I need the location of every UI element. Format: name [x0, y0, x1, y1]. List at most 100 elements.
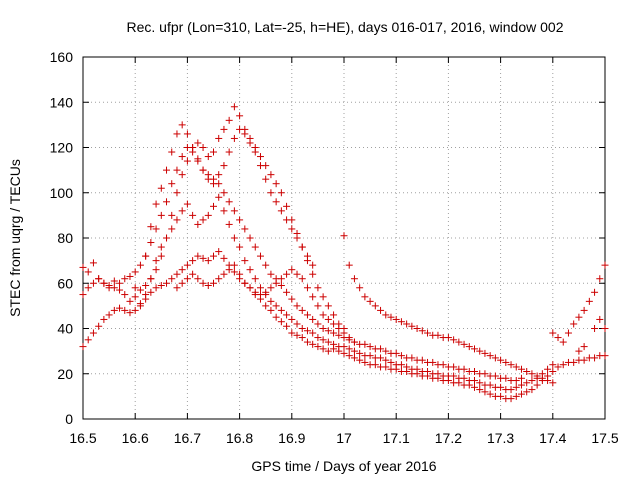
data-point — [491, 354, 499, 362]
data-point — [84, 336, 92, 344]
data-point — [298, 306, 306, 314]
data-point — [147, 223, 155, 231]
data-point — [204, 257, 212, 265]
data-point — [309, 270, 317, 278]
data-point — [580, 356, 588, 364]
data-point — [507, 386, 515, 394]
data-point — [262, 175, 270, 183]
data-point — [330, 320, 338, 328]
data-point — [131, 268, 139, 276]
data-point — [272, 302, 280, 310]
data-point — [366, 352, 374, 360]
data-point — [319, 311, 327, 319]
data-point — [225, 220, 233, 228]
data-point — [288, 225, 296, 233]
data-point — [345, 352, 353, 360]
data-point — [424, 367, 432, 375]
data-point — [335, 331, 343, 339]
data-point — [538, 374, 546, 382]
data-point — [293, 320, 301, 328]
y-tick-label: 0 — [65, 411, 73, 427]
data-point — [502, 374, 510, 382]
data-point — [157, 211, 165, 219]
data-point — [136, 286, 144, 294]
data-point — [230, 268, 238, 276]
x-tick-label: 17.4 — [539, 430, 566, 446]
data-point — [152, 266, 160, 274]
data-point — [100, 315, 108, 323]
data-point — [246, 234, 254, 242]
data-point — [481, 349, 489, 357]
data-point — [236, 216, 244, 224]
data-point — [126, 309, 134, 317]
data-point — [178, 153, 186, 161]
data-point — [189, 211, 197, 219]
data-point — [241, 279, 249, 287]
data-point — [215, 275, 223, 283]
data-point — [89, 329, 97, 337]
data-point — [460, 374, 468, 382]
data-point — [251, 275, 259, 283]
data-point — [147, 275, 155, 283]
data-point — [110, 306, 118, 314]
y-tick-label: 60 — [57, 275, 73, 291]
data-point — [465, 343, 473, 351]
data-point — [507, 361, 515, 369]
data-point — [183, 130, 191, 138]
data-point — [481, 370, 489, 378]
data-point — [366, 297, 374, 305]
data-point — [100, 279, 108, 287]
data-point — [220, 189, 228, 197]
data-point — [251, 148, 259, 156]
data-point — [345, 334, 353, 342]
x-tick-label: 16.5 — [69, 430, 96, 446]
data-point — [570, 320, 578, 328]
data-point — [157, 252, 165, 260]
data-point — [84, 268, 92, 276]
data-point — [173, 216, 181, 224]
data-point — [397, 318, 405, 326]
data-point — [486, 352, 494, 360]
data-point — [152, 284, 160, 292]
data-point — [528, 370, 536, 378]
data-point — [434, 370, 442, 378]
data-point — [230, 103, 238, 111]
data-point — [220, 125, 228, 133]
data-point — [199, 144, 207, 151]
y-axis-label: STEC from uqrg / TECUs — [7, 159, 23, 317]
data-point — [236, 243, 244, 251]
data-point — [163, 279, 171, 287]
data-point — [387, 313, 395, 321]
data-point — [330, 340, 338, 348]
data-point — [110, 277, 118, 285]
data-point — [309, 293, 317, 301]
data-point — [204, 282, 212, 290]
data-point — [168, 275, 176, 283]
data-point — [283, 311, 291, 319]
data-point — [319, 325, 327, 332]
data-point — [168, 180, 176, 188]
data-point — [366, 343, 374, 351]
data-point — [267, 284, 275, 292]
data-point — [267, 270, 275, 278]
data-point — [517, 390, 525, 398]
data-point — [210, 279, 217, 287]
data-point — [497, 392, 505, 400]
data-point — [220, 254, 228, 262]
data-point — [277, 306, 285, 314]
data-point — [142, 282, 150, 290]
data-point — [512, 363, 520, 371]
data-points — [79, 103, 609, 403]
data-point — [204, 153, 212, 161]
data-point — [554, 363, 562, 371]
data-point — [476, 379, 484, 387]
data-point — [283, 270, 291, 278]
data-point — [324, 338, 332, 346]
data-point — [549, 367, 557, 375]
data-point — [298, 334, 306, 342]
data-point — [272, 279, 280, 287]
data-point — [220, 270, 228, 278]
data-point — [460, 365, 468, 373]
data-point — [157, 184, 165, 192]
data-point — [413, 325, 421, 332]
